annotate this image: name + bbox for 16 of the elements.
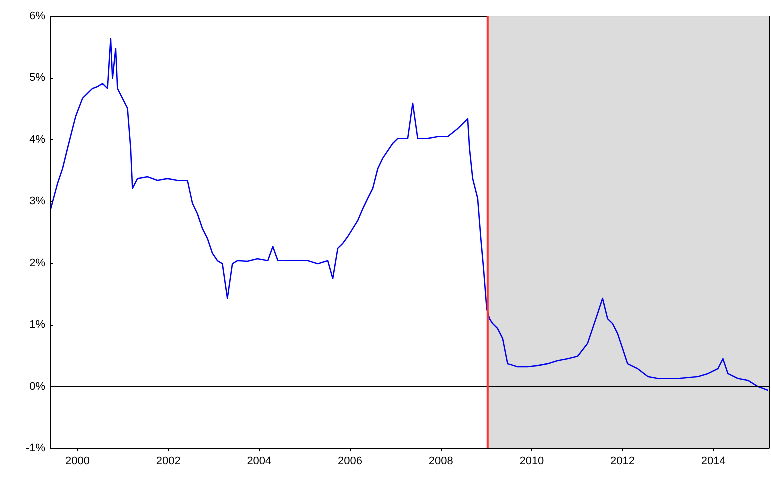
y-tick-label: 1% bbox=[30, 319, 46, 332]
y-tick-label: 0% bbox=[30, 380, 46, 393]
x-tick-label: 2008 bbox=[428, 456, 454, 468]
x-tick-label: 2010 bbox=[520, 456, 544, 468]
x-tick-label: 2014 bbox=[701, 456, 726, 468]
y-tick-label: 3% bbox=[30, 196, 46, 208]
y-tick-label: -1% bbox=[26, 442, 46, 454]
x-tick-label: 2004 bbox=[247, 456, 272, 468]
y-tick-label: 6% bbox=[30, 10, 46, 22]
y-tick-label: 5% bbox=[30, 72, 46, 84]
y-tick-label: 2% bbox=[30, 257, 46, 270]
x-tick-label: 2006 bbox=[338, 456, 363, 468]
y-tick-label: 4% bbox=[30, 134, 46, 146]
x-tick-label: 2000 bbox=[66, 456, 90, 468]
x-tick-label: 2002 bbox=[156, 456, 181, 468]
x-tick-label: 2012 bbox=[610, 456, 636, 468]
